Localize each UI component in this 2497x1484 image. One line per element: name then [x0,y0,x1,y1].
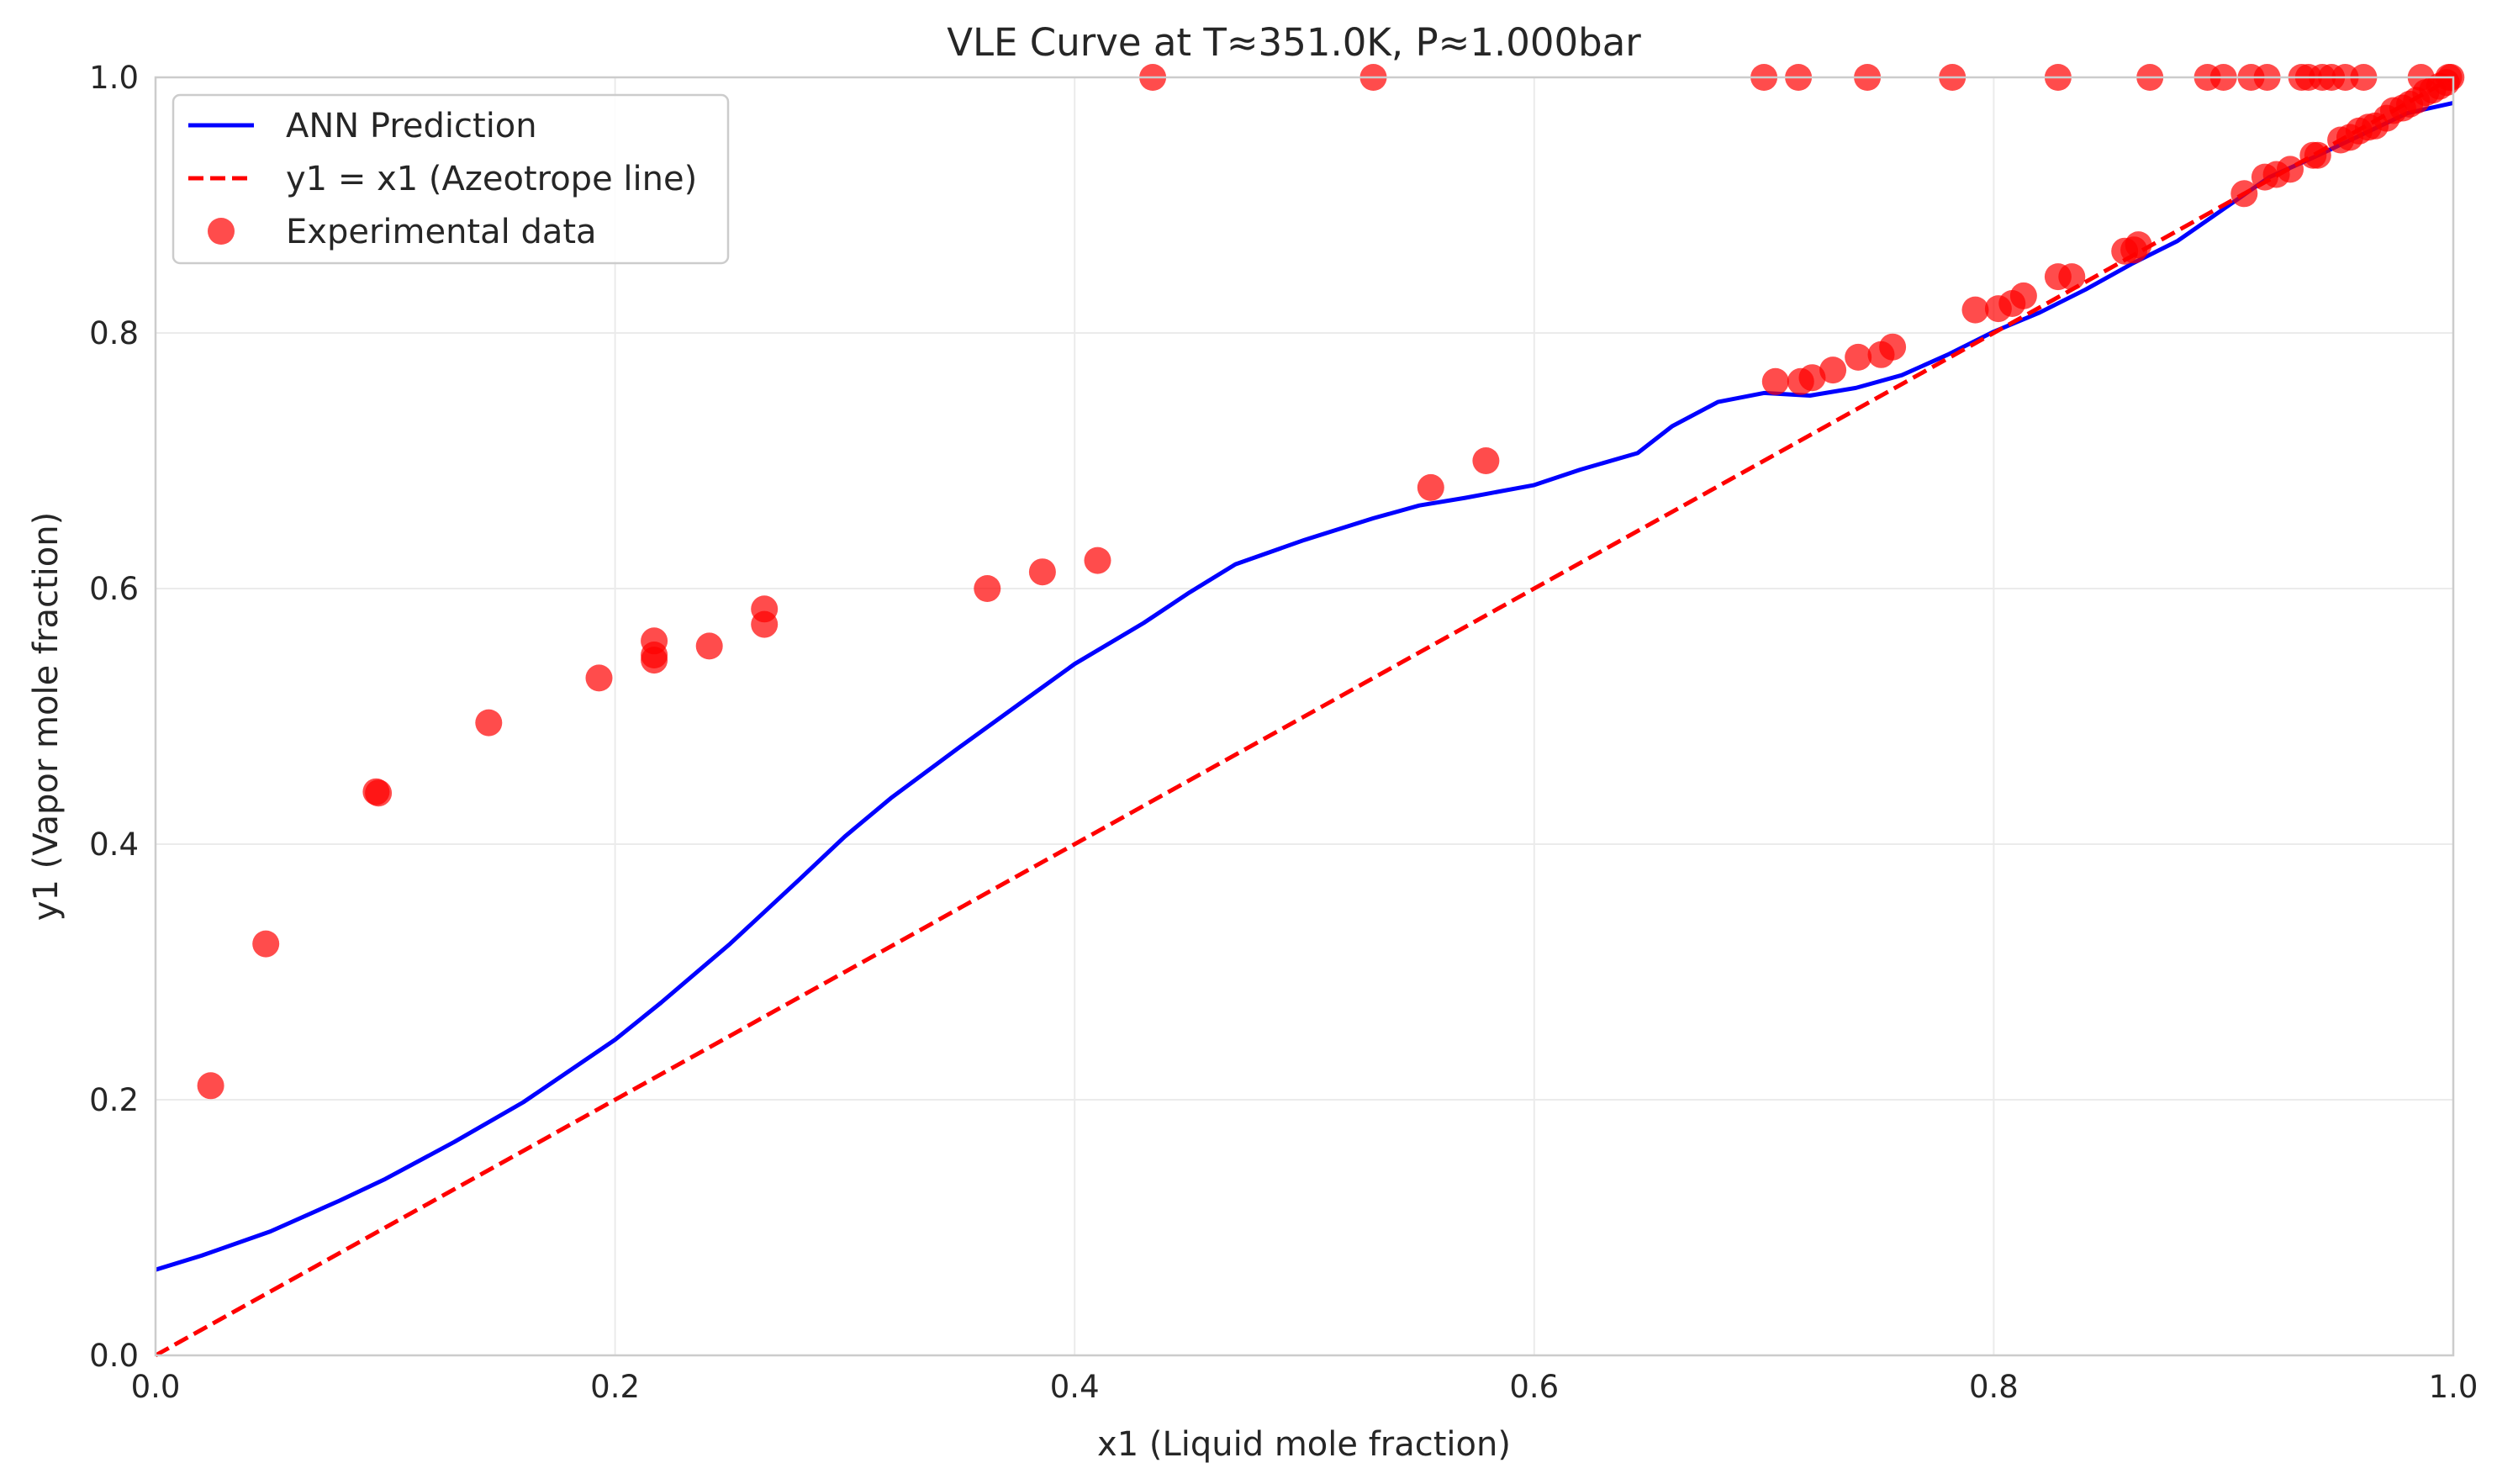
experimental-data-point [641,647,668,674]
experimental-data-point [2230,180,2258,208]
experimental-data-point [751,610,779,638]
x-tick-label: 0.6 [1509,1369,1559,1405]
y-tick-label: 0.2 [89,1082,139,1118]
y-tick-label: 0.6 [89,571,139,607]
x-tick-label: 0.2 [590,1369,640,1405]
experimental-data-point [252,930,280,958]
experimental-data-point [1798,364,1826,392]
x-axis-label: x1 (Liquid mole fraction) [1097,1425,1511,1464]
experimental-data-point [2277,156,2304,183]
plot-area [154,64,2465,1358]
legend: ANN Prediction y1 = x1 (Azeotrope line) … [172,93,730,265]
legend-ann-label: ANN Prediction [286,107,537,145]
y-axis-label: y1 (Vapor mole fraction) [27,512,66,921]
experimental-data-point [1028,558,1056,586]
experimental-data-point [1961,296,1989,324]
experimental-data-point [1761,367,1789,395]
x-tick-label: 1.0 [2429,1369,2479,1405]
x-tick-label: 0.8 [1969,1369,2019,1405]
experimental-data-point [1084,547,1111,574]
experimental-data-point [974,575,1001,602]
x-tick-label: 0.0 [131,1369,181,1405]
experimental-data-point [1417,473,1444,501]
ann-prediction-line [155,100,2454,1272]
experimental-data-point [1472,447,1500,474]
experimental-data-point [2304,141,2331,169]
experimental-data-point [1845,343,1872,371]
y-tick-label: 0.4 [89,826,139,863]
experimental-data-point [475,709,503,737]
experimental-data-point [695,632,723,660]
y-tick-label: 1.0 [89,60,139,96]
experimental-data-point [585,664,613,692]
plot-frame [154,76,2455,1357]
legend-frame [172,93,730,265]
legend-azeotrope-label: y1 = x1 (Azeotrope line) [286,160,697,198]
legend-experimental-marker [208,218,235,245]
experimental-data-point [1819,356,1847,384]
experimental-data-point [2125,231,2152,259]
x-tick-label: 0.4 [1050,1369,1100,1405]
experimental-data-point [2058,263,2086,291]
x-axis-ticks: 0.0 0.2 0.4 0.6 0.8 1.0 [131,1369,2479,1405]
y-tick-label: 0.8 [89,315,139,351]
experimental-data-point [365,779,393,807]
experimental-data-point [197,1072,224,1100]
y-axis-ticks: 0.0 0.2 0.4 0.6 0.8 1.0 [89,60,139,1374]
azeotrope-line [154,75,2455,1358]
legend-experimental-label: Experimental data [286,213,597,251]
experimental-data-point [1879,333,1907,361]
chart-title: VLE Curve at T≈351.0K, P≈1.000bar [947,20,1641,65]
experimental-data-point [2009,282,2037,309]
y-tick-label: 0.0 [89,1338,139,1374]
